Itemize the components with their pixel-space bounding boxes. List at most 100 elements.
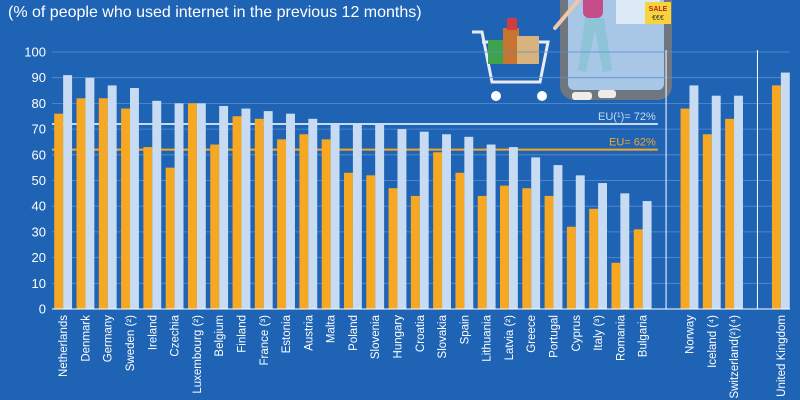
reference-line-label: EU= 62% — [609, 137, 656, 149]
bar-series-1 — [455, 172, 465, 309]
bar-series-2 — [286, 113, 295, 310]
bar-series-1 — [702, 134, 712, 309]
bar-series-2 — [464, 136, 474, 309]
bar-series-2 — [575, 175, 585, 309]
x-category-label: France (³) — [259, 315, 271, 366]
bar-series-1 — [589, 208, 599, 309]
x-category-label: Norway — [684, 315, 696, 354]
bar-series-2 — [642, 201, 652, 309]
bar-series-2 — [689, 85, 699, 309]
bar-series-2 — [174, 103, 184, 310]
bar-series-1 — [725, 118, 735, 309]
bar-series-1 — [277, 139, 287, 309]
bar-series-2 — [219, 105, 229, 309]
bar-series-1 — [98, 98, 108, 309]
x-category-label: Sweden (²) — [125, 315, 137, 371]
x-category-label: Estonia — [281, 314, 293, 353]
bar-series-1 — [611, 262, 621, 309]
x-category-label: Hungary — [392, 315, 404, 359]
x-category-label: Slovakia — [437, 314, 449, 358]
y-tick-label: 30 — [32, 224, 46, 239]
bar-series-1 — [143, 147, 153, 309]
bar-series-1 — [410, 195, 420, 309]
bar-series-2 — [63, 75, 73, 309]
bar-series-2 — [196, 103, 206, 310]
x-category-label: Belgium — [214, 315, 226, 357]
bar-series-2 — [107, 85, 117, 309]
bar-series-1 — [771, 85, 781, 309]
online-shopping-illustration: SALE €€€ — [472, 0, 672, 101]
x-category-label: Denmark — [80, 315, 92, 362]
bar-series-2 — [531, 157, 541, 309]
axes: 0 10 20 30 40 50 60 70 80 90 100 Netherlands Denmark… — [24, 45, 790, 399]
bar-series-1 — [254, 118, 264, 309]
bar-series-2 — [85, 77, 95, 309]
bar-series-1 — [388, 188, 398, 309]
x-category-label: Luxembourg (²) — [192, 315, 204, 394]
bar-series-2 — [130, 87, 139, 309]
bar-series-1 — [544, 195, 554, 309]
bar-series-1 — [680, 108, 690, 309]
bar-series-2 — [508, 147, 518, 309]
y-tick-label: 100 — [24, 45, 46, 60]
bar-series-2 — [780, 72, 790, 309]
y-tick-label: 80 — [32, 96, 46, 111]
chart-subtitle: (% of people who used internet in the pr… — [8, 4, 422, 21]
x-category-label: Poland — [348, 315, 360, 351]
y-tick-label: 20 — [32, 250, 46, 265]
x-category-label: Netherlands — [58, 315, 70, 377]
bar-series-1 — [121, 108, 131, 309]
x-category-label: Switzerland(²)(⁴) — [729, 315, 741, 399]
bar-series-2 — [263, 111, 273, 309]
y-tick-label: 40 — [32, 199, 46, 214]
y-tick-label: 90 — [32, 70, 46, 85]
x-category-label: United Kingdom — [776, 315, 788, 397]
bar-series-1 — [366, 175, 376, 309]
bar-series-1 — [210, 144, 220, 309]
x-category-label: Croatia — [415, 314, 427, 352]
svg-text:SALE: SALE — [649, 6, 668, 13]
bar-series-2 — [711, 95, 721, 309]
bar-series-2 — [330, 123, 340, 310]
x-category-label: Malta — [326, 314, 338, 343]
x-category-label: Iceland (⁴) — [707, 315, 719, 368]
bar-series-1 — [500, 185, 509, 309]
x-category-label: Austria — [303, 314, 315, 350]
bars — [54, 72, 790, 310]
bar-series-2 — [419, 131, 429, 309]
x-category-label: Lithuania — [482, 314, 494, 361]
bar-series-1 — [522, 188, 532, 309]
bar-series-2 — [486, 144, 496, 309]
bar-series-1 — [343, 172, 353, 309]
bar-series-1 — [54, 113, 64, 310]
bar-series-2 — [241, 108, 251, 309]
bar-series-2 — [375, 123, 385, 310]
x-category-label: Spain — [459, 315, 471, 344]
y-tick-label: 10 — [32, 276, 46, 291]
bar-series-1 — [165, 167, 175, 309]
x-category-label: Germany — [103, 315, 115, 363]
bar-series-2 — [598, 183, 607, 309]
x-category-label: Latvia (²) — [504, 315, 516, 361]
x-category-label: Greece — [526, 315, 538, 353]
x-category-label: Czechia — [170, 314, 182, 356]
x-category-label: Finland — [236, 315, 248, 353]
bar-series-2 — [620, 193, 630, 309]
x-category-label: Slovenia — [370, 314, 382, 359]
bar-series-2 — [442, 134, 451, 309]
bar-series-1 — [187, 103, 197, 310]
bar-series-2 — [553, 165, 563, 309]
y-tick-label: 60 — [32, 147, 46, 162]
bar-series-2 — [308, 118, 318, 309]
x-category-label: Ireland — [147, 315, 159, 350]
bar-series-2 — [397, 129, 407, 309]
x-category-label: Romania — [615, 314, 627, 361]
y-tick-label: 50 — [32, 173, 46, 188]
x-category-label: Bulgaria — [638, 314, 650, 357]
bar-series-1 — [433, 152, 443, 309]
bar-series-2 — [734, 95, 743, 309]
bar-series-1 — [633, 229, 643, 309]
x-category-label: Cyprus — [571, 315, 583, 352]
